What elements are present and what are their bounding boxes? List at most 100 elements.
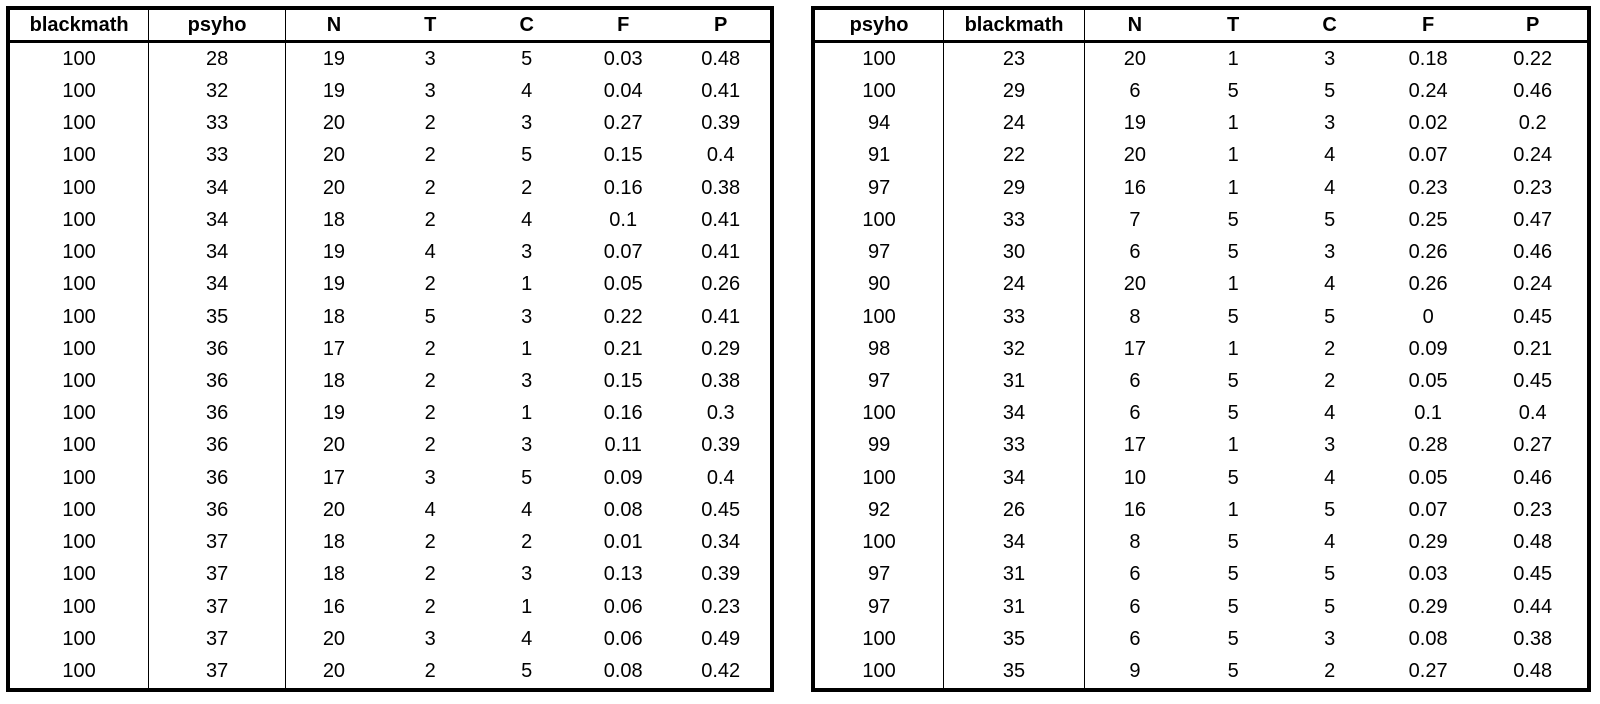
table-row: 97 30 6 5 3 0.26 0.46: [813, 236, 1589, 269]
table-cell: 0.27: [1408, 660, 1448, 683]
table-cell: 0.06: [603, 595, 643, 618]
table-cell: 0.45: [701, 498, 741, 521]
table-cell: 0.46: [1513, 241, 1553, 264]
table-cell: 5: [1324, 305, 1336, 328]
table-cell: 34: [148, 172, 286, 205]
table-row: 100 29 6 5 5 0.24 0.46: [813, 75, 1589, 108]
table-cell: 35: [148, 300, 286, 334]
table-cell: 0.3: [706, 402, 735, 425]
table-cell: 3: [1324, 241, 1336, 264]
table-cell: 0.46: [1513, 466, 1553, 489]
table-cell: 8: [1129, 531, 1141, 554]
table-cell: 6: [1129, 627, 1141, 650]
table-row: 100 36 18 2 3 0.15 0.38: [8, 365, 772, 398]
table-cell: 19: [322, 273, 346, 296]
table-cell: 20: [322, 112, 346, 135]
table-cell: 0.4: [706, 466, 735, 489]
table-cell: 5: [521, 466, 533, 489]
table-cell: 90: [813, 268, 945, 301]
table-row: 100 34 20 2 2 0.16 0.38: [8, 172, 772, 205]
table-cell: 31: [943, 365, 1085, 398]
table-cell: 33: [943, 429, 1085, 463]
table-cell: 18: [322, 208, 346, 231]
table-cell: 0.27: [603, 112, 643, 135]
table-cell: 0.48: [701, 47, 741, 70]
table-cell: 97: [813, 365, 945, 398]
table-cell: 3: [521, 563, 533, 586]
table-cell: 0.09: [603, 466, 643, 489]
table-cell: 24: [943, 107, 1085, 140]
table-cell: 3: [521, 241, 533, 264]
table-cell: 0.07: [603, 241, 643, 264]
table-cell: 99: [813, 429, 945, 463]
table-cell: 1: [1227, 47, 1239, 70]
table-cell: 20: [1123, 144, 1147, 167]
table-cell: 36: [148, 333, 286, 366]
table-cell: 4: [1324, 176, 1336, 199]
table-cell: 3: [424, 627, 436, 650]
table-cell: 5: [1227, 563, 1239, 586]
table-cell: 28: [148, 41, 286, 76]
table-cell: 18: [322, 370, 346, 393]
right-table-body: 100 23 20 1 3 0.18 0.22 100 29 6 5 5 0.24 0.46 94 24 19 1…: [813, 41, 1589, 690]
table-cell: 0.09: [1408, 337, 1448, 360]
left-column-header: T: [381, 8, 479, 43]
table-cell: 1: [521, 595, 533, 618]
table-cell: 100: [8, 139, 150, 172]
table-cell: 5: [1324, 498, 1336, 521]
table-cell: 0.15: [603, 370, 643, 393]
table-cell: 0.26: [1408, 241, 1448, 264]
table-cell: 0.03: [1408, 563, 1448, 586]
table-cell: 18: [322, 305, 346, 328]
table-cell: 0.25: [1408, 208, 1448, 231]
table-cell: 5: [1324, 79, 1336, 102]
table-cell: 0.46: [1513, 79, 1553, 102]
table-cell: 5: [1227, 595, 1239, 618]
table-cell: 0.39: [701, 434, 741, 457]
table-cell: 37: [148, 526, 286, 559]
table-cell: 0.24: [1513, 144, 1553, 167]
table-cell: 100: [813, 41, 945, 76]
table-cell: 5: [1227, 466, 1239, 489]
table-cell: 19: [322, 47, 346, 70]
table-cell: 17: [1123, 434, 1147, 457]
table-cell: 20: [1123, 47, 1147, 70]
table-cell: 0.22: [1513, 47, 1553, 70]
left-column-header: psyho: [148, 8, 286, 43]
table-cell: 30: [943, 236, 1085, 269]
table-cell: 5: [424, 305, 436, 328]
table-cell: 98: [813, 333, 945, 366]
table-cell: 0.41: [701, 208, 741, 231]
table-cell: 3: [1324, 112, 1336, 135]
table-cell: 36: [148, 429, 286, 463]
table-cell: 0.27: [1513, 434, 1553, 457]
table-cell: 94: [813, 107, 945, 140]
table-cell: 97: [813, 236, 945, 269]
table-cell: 100: [813, 300, 945, 334]
table-cell: 3: [1324, 627, 1336, 650]
table-cell: 20: [322, 434, 346, 457]
table-cell: 5: [1227, 531, 1239, 554]
table-row: 99 33 17 1 3 0.28 0.27: [813, 429, 1589, 463]
table-cell: 100: [8, 204, 150, 237]
table-row: 100 34 10 5 4 0.05 0.46: [813, 462, 1589, 495]
table-cell: 10: [1123, 466, 1147, 489]
table-cell: 2: [424, 563, 436, 586]
table-cell: 4: [521, 79, 533, 102]
table-row: 100 34 19 2 1 0.05 0.26: [8, 268, 772, 301]
table-cell: 3: [1324, 47, 1336, 70]
table-cell: 36: [148, 494, 286, 527]
table-cell: 100: [8, 429, 150, 463]
table-cell: 35: [943, 655, 1085, 690]
table-row: 100 37 20 2 5 0.08 0.42: [8, 655, 772, 690]
table-cell: 0.4: [706, 144, 735, 167]
table-cell: 0.18: [1408, 47, 1448, 70]
table-cell: 6: [1129, 595, 1141, 618]
table-cell: 100: [813, 75, 945, 108]
table-cell: 2: [424, 531, 436, 554]
table-cell: 100: [8, 558, 150, 592]
table-cell: 4: [1324, 531, 1336, 554]
left-data-table: blackmath psyho N T C F P 100 28 19 3 5 0.03 0.48 100…: [6, 6, 774, 692]
table-row: 100 36 20 4 4 0.08 0.45: [8, 494, 772, 527]
table-cell: 31: [943, 558, 1085, 592]
